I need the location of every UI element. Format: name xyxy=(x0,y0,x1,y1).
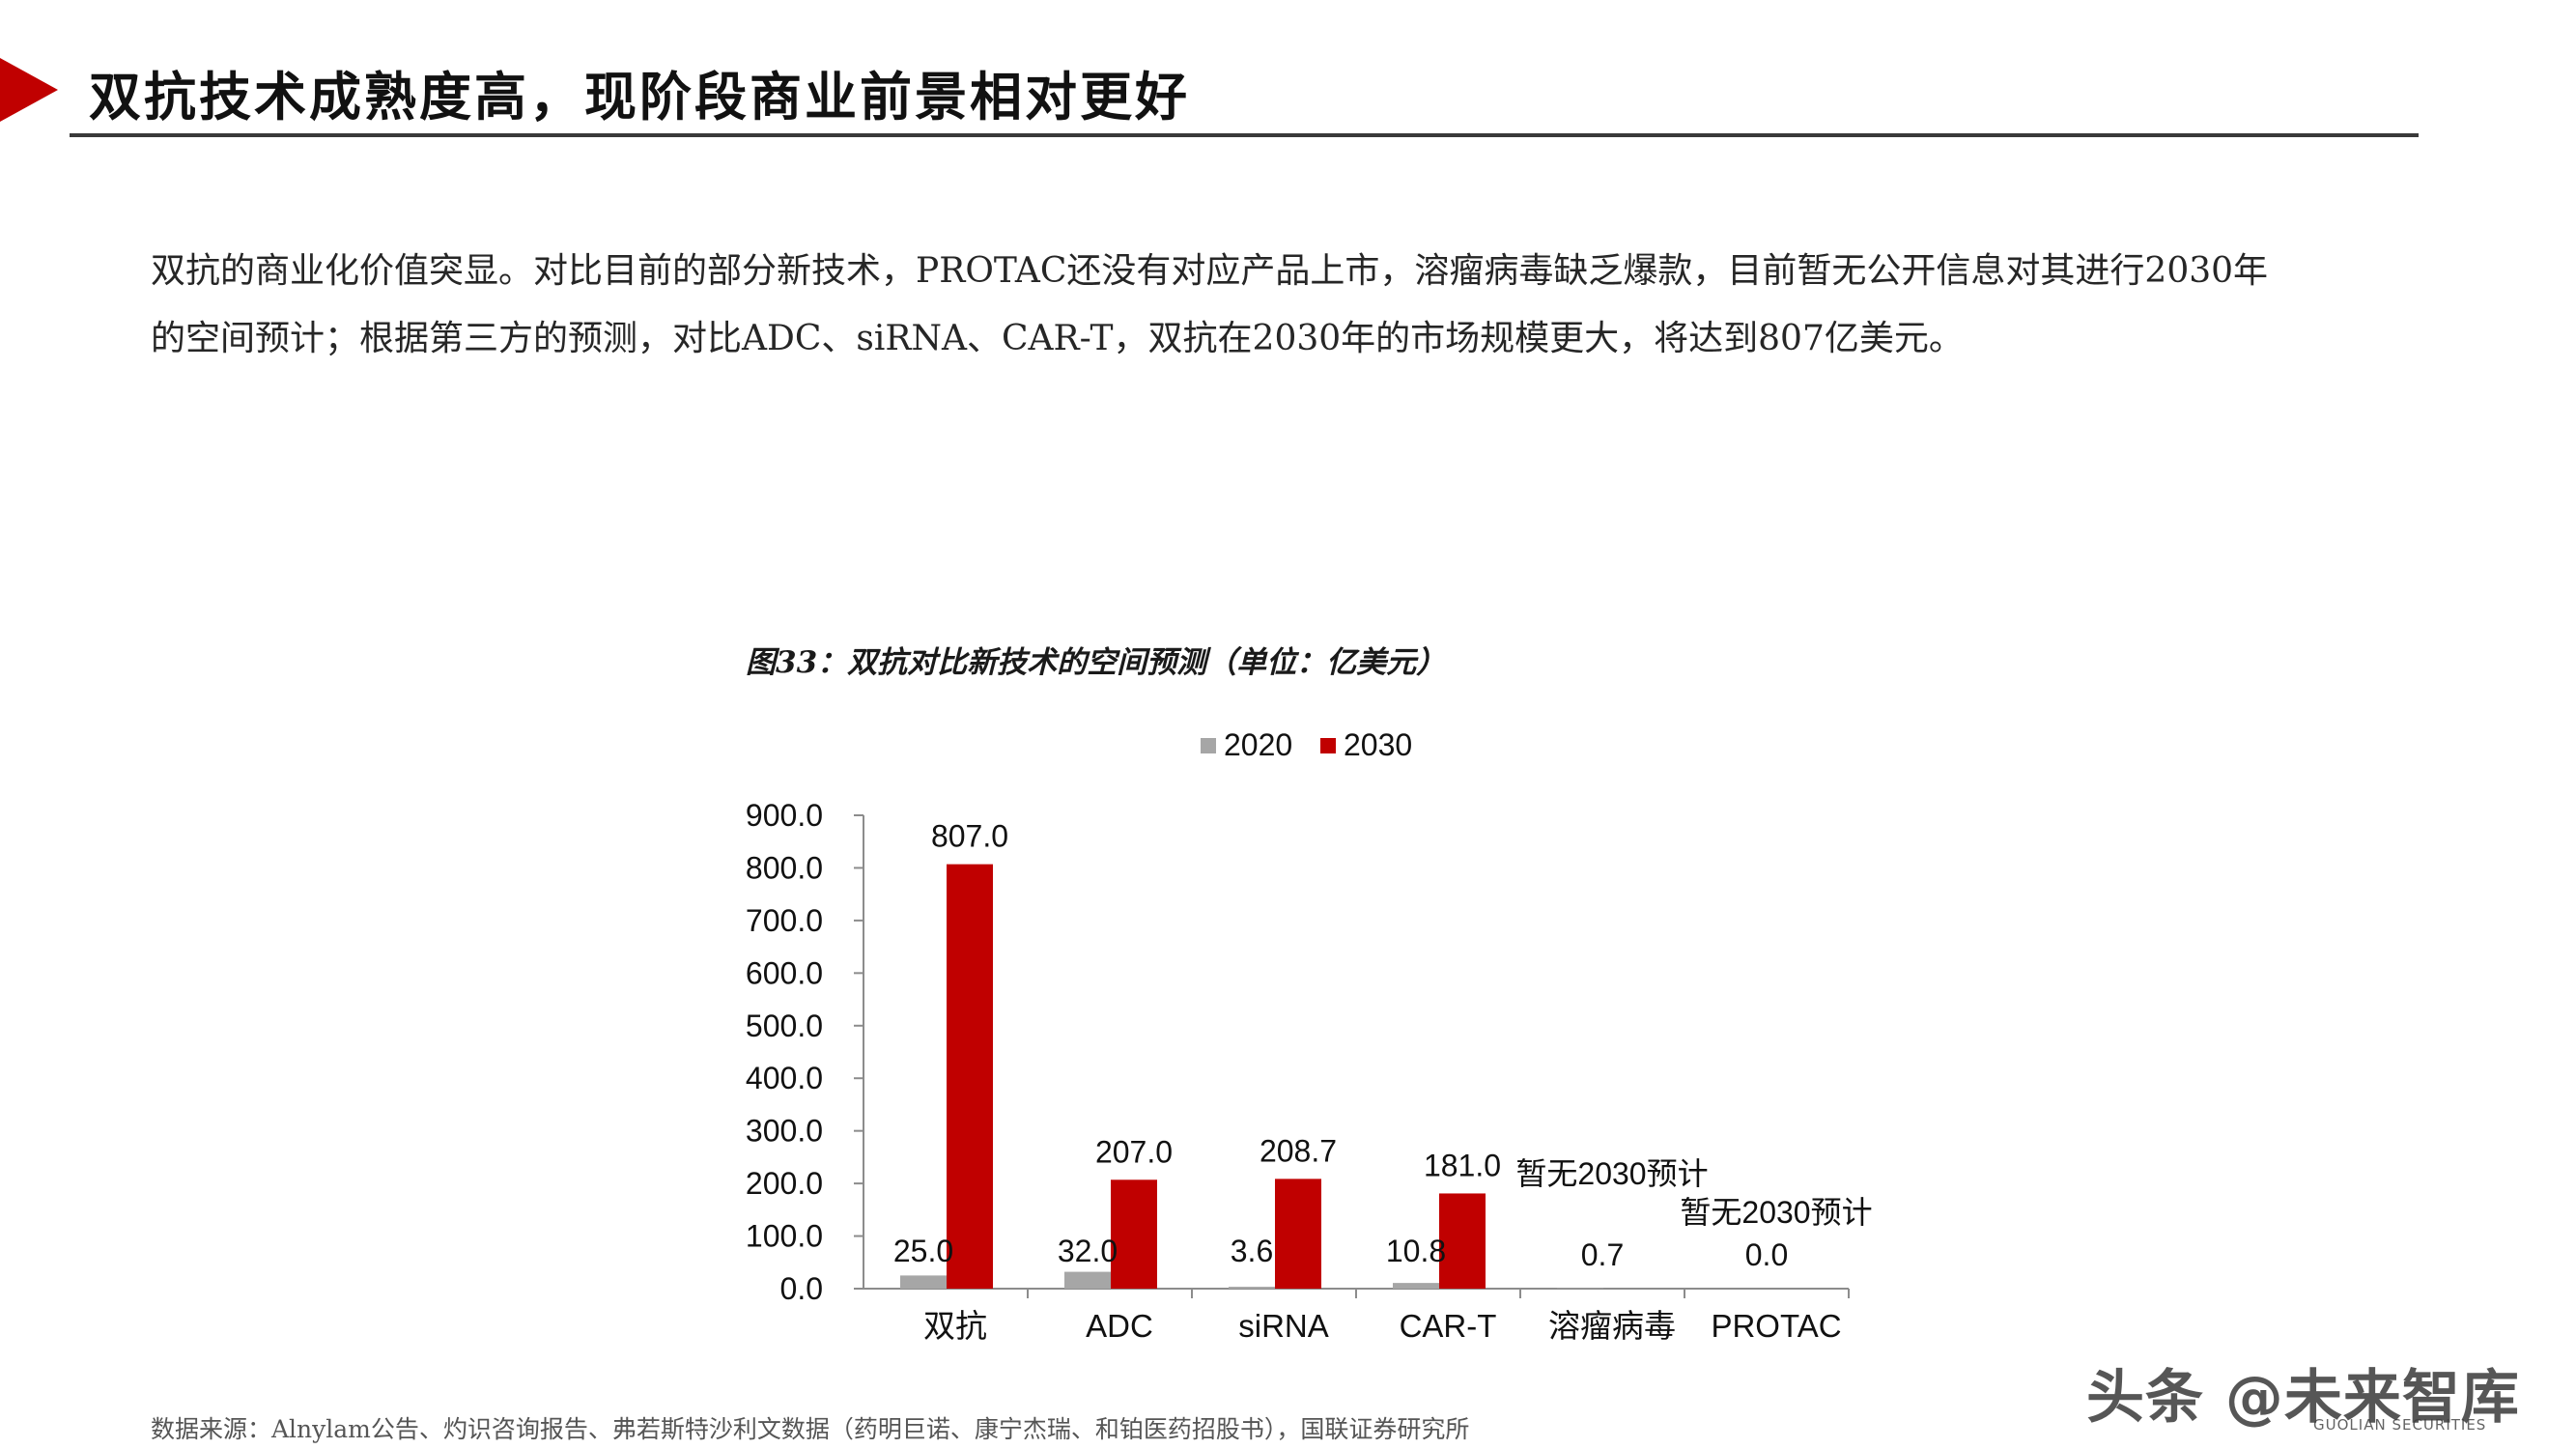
data-label-2020: 0.0 xyxy=(1745,1237,1788,1272)
summary-paragraph: 双抗的商业化价值突显。对比目前的部分新技术，PROTAC还没有对应产品上市，溶瘤… xyxy=(151,238,2449,373)
y-tick-label: 500.0 xyxy=(746,1009,823,1043)
summary-line-1: 双抗的商业化价值突显。对比目前的部分新技术，PROTAC还没有对应产品上市，溶瘤… xyxy=(151,251,2269,291)
summary-line-2: 的空间预计；根据第三方的预测，对比ADC、siRNA、CAR-T，双抗在2030… xyxy=(151,319,1964,358)
bar-2020 xyxy=(1229,1287,1275,1289)
x-tick-label: PROTAC xyxy=(1711,1308,1841,1344)
y-tick-label: 700.0 xyxy=(746,903,823,938)
legend-label-2020: 2020 xyxy=(1224,727,1292,762)
data-label-2030: 207.0 xyxy=(1095,1134,1173,1169)
bar-2030 xyxy=(1275,1179,1321,1289)
data-label-2030: 208.7 xyxy=(1260,1133,1337,1168)
bar-2030 xyxy=(1111,1179,1157,1289)
x-tick-label: 双抗 xyxy=(923,1308,987,1344)
data-label-2030-note: 暂无2030预计 xyxy=(1515,1156,1708,1191)
y-tick-label: 900.0 xyxy=(746,798,823,833)
y-tick-label: 300.0 xyxy=(746,1114,823,1149)
watermark-subtext: GUOLIAN SECURITIES xyxy=(2313,1416,2487,1434)
page-title: 双抗技术成熟度高，现阶段商业前景相对更好 xyxy=(89,66,1190,128)
chart-title: 图33：双抗对比新技术的空间预测（单位：亿美元） xyxy=(746,645,1447,680)
legend-label-2030: 2030 xyxy=(1344,727,1412,762)
data-label-2020: 0.7 xyxy=(1581,1237,1624,1272)
legend-swatch-2030 xyxy=(1320,738,1336,753)
data-source-note: 数据来源：Alnylam公告、灼识咨询报告、弗若斯特沙利文数据（药明巨诺、康宁杰… xyxy=(151,1415,1470,1443)
data-label-2030: 807.0 xyxy=(931,819,1008,854)
bar-2030 xyxy=(1439,1193,1486,1289)
y-tick-label: 200.0 xyxy=(746,1166,823,1201)
watermark: 头条 @未来智库 xyxy=(2086,1364,2520,1432)
legend-swatch-2020 xyxy=(1201,738,1216,753)
data-label-2020: 25.0 xyxy=(893,1234,953,1268)
x-tick-label: siRNA xyxy=(1238,1308,1329,1344)
title-divider xyxy=(70,133,2419,137)
y-tick-label: 600.0 xyxy=(746,955,823,990)
x-tick-label: 溶瘤病毒 xyxy=(1548,1308,1676,1344)
x-tick-label: CAR-T xyxy=(1400,1308,1497,1344)
bar-2020 xyxy=(1393,1283,1439,1289)
data-label-2030: 181.0 xyxy=(1424,1148,1501,1182)
data-label-2020: 3.6 xyxy=(1231,1234,1273,1268)
y-tick-label: 0.0 xyxy=(780,1271,823,1306)
data-label-2020: 32.0 xyxy=(1058,1234,1118,1268)
data-label-2020: 10.8 xyxy=(1386,1234,1446,1268)
y-tick-label: 400.0 xyxy=(746,1061,823,1095)
bar-2020 xyxy=(1064,1271,1111,1289)
y-tick-label: 800.0 xyxy=(746,850,823,885)
bar-2020 xyxy=(900,1275,947,1289)
x-tick-label: ADC xyxy=(1086,1308,1153,1344)
bar-2030 xyxy=(947,864,993,1289)
data-label-2030-note: 暂无2030预计 xyxy=(1680,1195,1872,1230)
y-tick-label: 100.0 xyxy=(746,1219,823,1254)
title-marker-icon xyxy=(0,58,58,122)
